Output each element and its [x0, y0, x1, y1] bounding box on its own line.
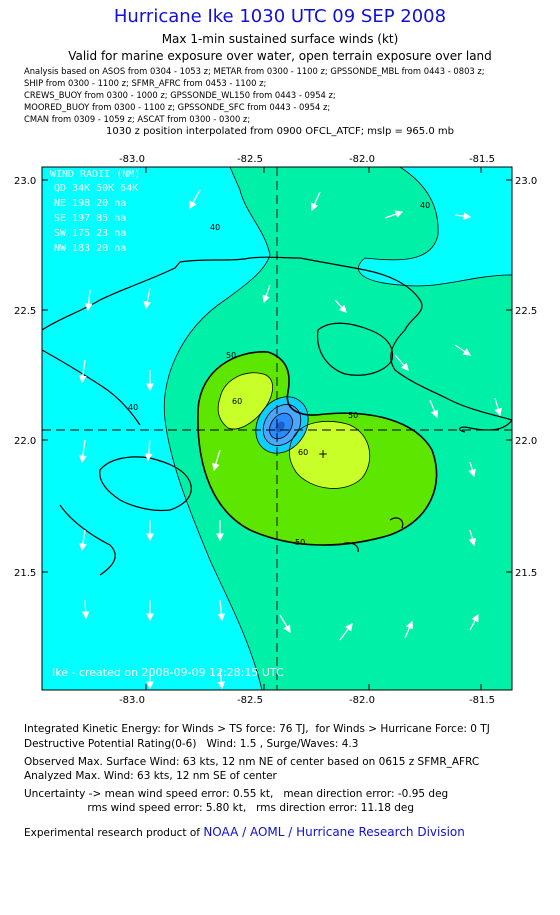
contour-label: 50 [226, 351, 236, 360]
contour-label: 50 [348, 411, 358, 420]
y-tick-labels: 23.0 22.5 22.0 21.5 23.0 22.5 22.0 21.5 [14, 176, 537, 579]
analyzed-wind-line: Analyzed Max. Wind: 63 kts, 12 nm SE of … [24, 770, 277, 782]
wind-radii-row: SW 175 23 na [54, 228, 126, 239]
wind-field-map: + 40 40 40 50 50 50 60 60 WIND RADII (NM… [14, 154, 537, 706]
contour-label: 40 [210, 223, 220, 232]
valid-line: Valid for marine exposure over water, op… [68, 49, 492, 63]
analysis-line-2: SHIP from 0300 - 1100 z; SFMR_AFRC from … [24, 78, 267, 88]
y-tick-label-right: 22.0 [515, 436, 537, 447]
credit-prefix: Experimental research product of [24, 827, 204, 839]
axis-tick-labels: -83.0 -82.5 -82.0 -81.5 -83.0 -82.5 -82.… [119, 154, 495, 706]
map-subtitle: Max 1-min sustained surface winds (kt) [161, 32, 399, 46]
x-tick-label-bottom: -82.0 [349, 695, 375, 706]
x-tick-label-bottom: -83.0 [119, 695, 145, 706]
wind-contours [163, 167, 512, 690]
dpr-line: Destructive Potential Rating(0-6) Wind: … [24, 738, 359, 750]
contour-label: 40 [420, 201, 430, 210]
contour-label: 50 [295, 538, 305, 547]
wind-radii-row: NW 183 20 na [54, 243, 126, 254]
uncertainty-line-2: rms wind speed error: 5.80 kt, rms direc… [24, 802, 414, 814]
y-tick-label-right: 23.0 [515, 176, 537, 187]
analysis-line-3: CREWS_BUOY from 0300 - 1000 z; GPSSONDE_… [24, 90, 336, 100]
wind-vectors [79, 189, 502, 690]
position-interp-line: 1030 z position interpolated from 0900 O… [106, 126, 454, 137]
x-tick-label-top: -83.0 [119, 154, 145, 165]
contour-label: 60 [232, 397, 242, 406]
contour-label: 60 [298, 448, 308, 457]
uncertainty-line-1: Uncertainty -> mean wind speed error: 0.… [24, 788, 449, 800]
x-tick-label-bottom: -81.5 [469, 695, 495, 706]
plot-frame [41, 166, 513, 691]
wind-radii-row: SE 197 85 na [54, 213, 126, 224]
analysis-line-1: Analysis based on ASOS from 0304 - 1053 … [24, 66, 485, 76]
wind-radii-row: NE 198 20 na [54, 198, 126, 209]
y-tick-label-right: 22.5 [515, 306, 537, 317]
analysis-line-5: CMAN from 0309 - 1059 z; ASCAT from 0300… [24, 114, 251, 124]
created-stamp: Ike - created on 2008-09-09 12:28:15 UTC [52, 666, 284, 679]
analysis-line-4: MOORED_BUOY from 0300 - 1100 z; GPSSONDE… [24, 102, 331, 112]
wind-radii-table: WIND RADII (NM) QD 34K 50K 64K NE 198 20… [50, 169, 140, 254]
y-tick-label-left: 22.0 [14, 436, 36, 447]
y-tick-label-left: 22.5 [14, 306, 36, 317]
hrd-link[interactable]: NOAA / AOML / Hurricane Research Divisio… [203, 825, 465, 839]
y-tick-label-left: 21.5 [14, 568, 36, 579]
y-tick-label-right: 21.5 [515, 568, 537, 579]
wind-radii-columns: QD 34K 50K 64K [54, 183, 138, 194]
wind-radii-header: WIND RADII (NM) [50, 169, 140, 180]
y-tick-label-left: 23.0 [14, 176, 36, 187]
contour-label: 40 [128, 403, 138, 412]
x-tick-label-top: -81.5 [469, 154, 495, 165]
wind-band-60-southeast [289, 421, 370, 489]
ike-line: Integrated Kinetic Energy: for Winds > T… [24, 723, 490, 735]
x-tick-label-top: -82.5 [237, 154, 263, 165]
x-tick-label-bottom: -82.5 [237, 695, 263, 706]
observed-wind-line: Observed Max. Surface Wind: 63 kts, 12 n… [24, 756, 480, 768]
x-tick-label-top: -82.0 [349, 154, 375, 165]
credit-line: Experimental research product of NOAA / … [24, 825, 465, 840]
contour-label-group: 40 40 40 50 50 50 60 60 [128, 201, 430, 547]
coastline [42, 256, 512, 576]
axis-ticks [42, 167, 512, 690]
max-wind-marker: + [318, 447, 328, 461]
map-title: Hurricane Ike 1030 UTC 09 SEP 2008 [113, 6, 447, 27]
